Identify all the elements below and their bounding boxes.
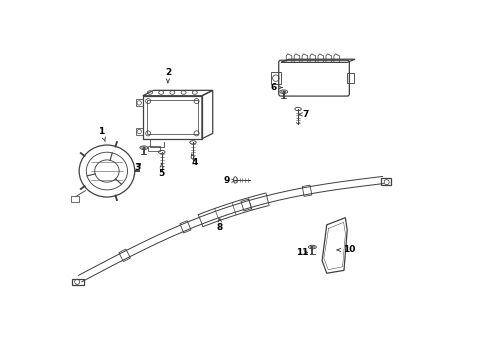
Bar [136,99,143,107]
Text: 11: 11 [296,248,309,257]
Text: 4: 4 [191,154,198,167]
Text: 1: 1 [98,127,105,141]
Bar [72,279,84,285]
Text: 6: 6 [270,83,282,92]
Text: 10: 10 [337,246,355,255]
Text: 9: 9 [224,176,236,185]
Text: 7: 7 [299,110,308,119]
Bar [143,96,202,139]
Bar [347,73,354,83]
Text: 8: 8 [217,219,223,232]
Text: 5: 5 [159,163,165,178]
Bar [147,100,197,134]
Bar [148,146,160,151]
Text: 3: 3 [134,163,141,172]
Bar [71,197,79,202]
Bar [381,178,392,185]
Text: 2: 2 [165,68,171,82]
Bar [271,72,281,85]
Bar [136,128,143,135]
